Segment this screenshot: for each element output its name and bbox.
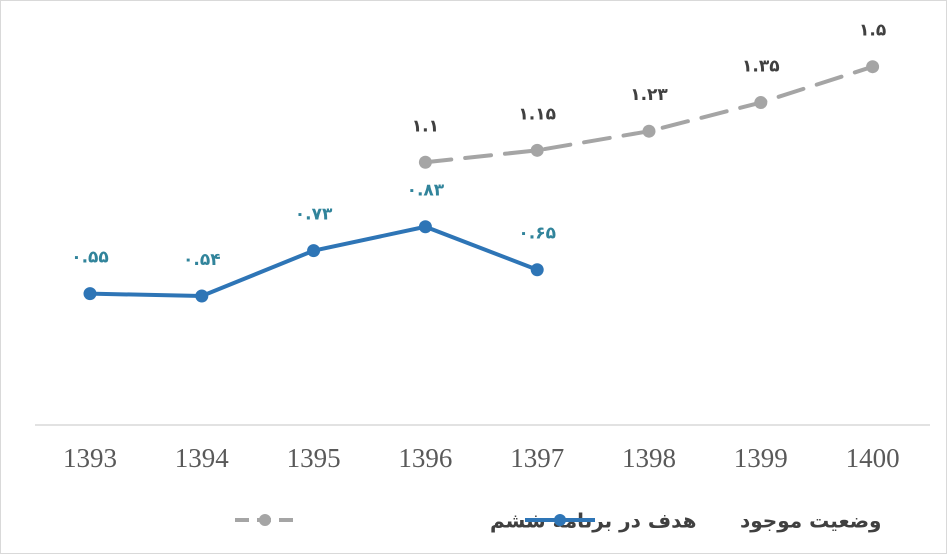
x-tick-label: 1396 <box>398 443 452 473</box>
data-label: ۰.۷۳ <box>295 205 333 225</box>
point <box>418 220 432 234</box>
point <box>307 244 321 258</box>
x-tick-label: 1398 <box>622 443 676 473</box>
point <box>195 289 209 303</box>
point <box>83 287 97 301</box>
x-tick-label: 1400 <box>846 443 900 473</box>
data-label: ۱.۱ <box>412 116 439 136</box>
x-tick-label: 1395 <box>287 443 341 473</box>
data-label: ۰.۸۳ <box>407 181 445 201</box>
point <box>642 124 656 138</box>
point <box>530 263 544 277</box>
data-label: ۰.۵۵ <box>71 248 109 268</box>
legend-marker <box>259 514 271 526</box>
point <box>754 96 768 110</box>
legend-label: وضعیت موجود <box>740 509 881 533</box>
x-tick-label: 1397 <box>510 443 564 473</box>
data-label: ۰.۶۵ <box>518 224 556 244</box>
data-label: ۰.۵۴ <box>183 250 221 270</box>
data-label: ۱.۲۳ <box>630 85 668 105</box>
point <box>418 155 432 169</box>
x-tick-label: 1399 <box>734 443 788 473</box>
x-tick-label: 1393 <box>63 443 117 473</box>
x-tick-label: 1394 <box>175 443 230 473</box>
data-label: ۱.۳۵ <box>742 57 780 77</box>
data-label: ۱.۱۵ <box>518 104 556 124</box>
legend-marker <box>554 514 566 526</box>
point <box>866 60 880 74</box>
point <box>530 143 544 157</box>
data-label: ۱.۵ <box>859 21 886 41</box>
